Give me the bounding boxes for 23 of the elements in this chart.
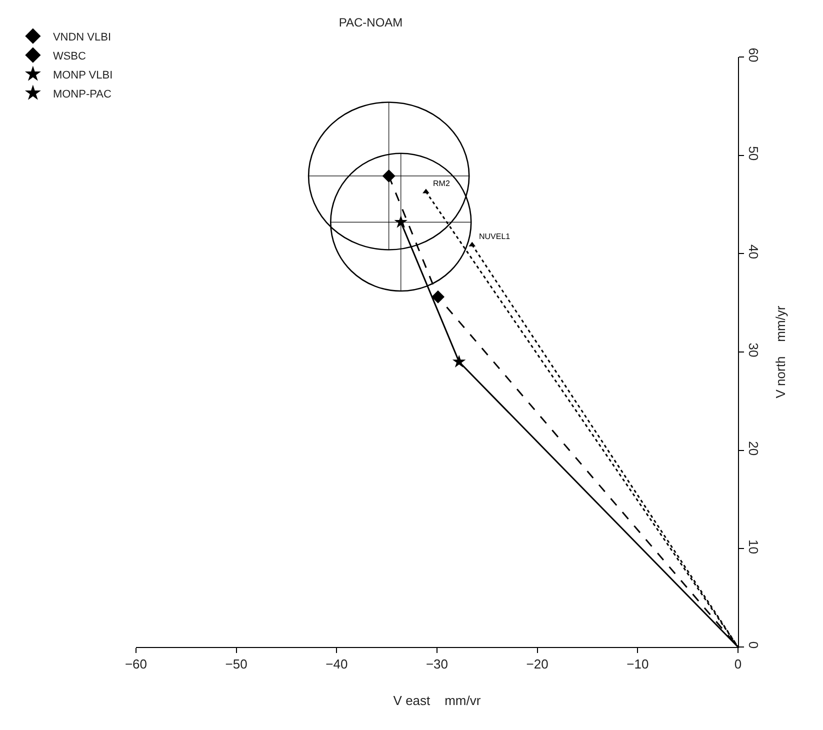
y-tick-label: 40 xyxy=(746,244,762,259)
y-tick-label: 0 xyxy=(746,641,762,649)
x-tick-label: −30 xyxy=(426,656,448,672)
y-tick-label: 50 xyxy=(746,146,762,161)
legend-label: VNDN VLBI xyxy=(52,31,112,44)
annotation: RM2 xyxy=(433,179,450,188)
y-axis-title: V north mm/yr xyxy=(772,305,788,398)
x-tick-label: −60 xyxy=(124,656,148,672)
legend-label: MONP-PAC xyxy=(52,88,112,100)
y-tick-label: 60 xyxy=(746,48,762,62)
x-tick-label: −40 xyxy=(326,656,348,672)
legend-label: WSBC xyxy=(52,50,86,62)
y-tick-label: 20 xyxy=(746,441,762,456)
annotation: NUVEL1 xyxy=(479,232,511,241)
x-tick-label: 0 xyxy=(734,656,742,672)
y-tick-label: 30 xyxy=(746,342,762,358)
x-axis-title: V east mm/vr xyxy=(393,693,482,708)
x-tick-label: −10 xyxy=(626,656,649,672)
x-tick-label: −50 xyxy=(225,656,248,672)
legend-label: MONP VLBI xyxy=(52,69,113,82)
y-tick-label: 10 xyxy=(746,539,762,554)
x-tick-label: −20 xyxy=(526,656,548,672)
chart-title: PAC-NOAM xyxy=(338,16,403,30)
